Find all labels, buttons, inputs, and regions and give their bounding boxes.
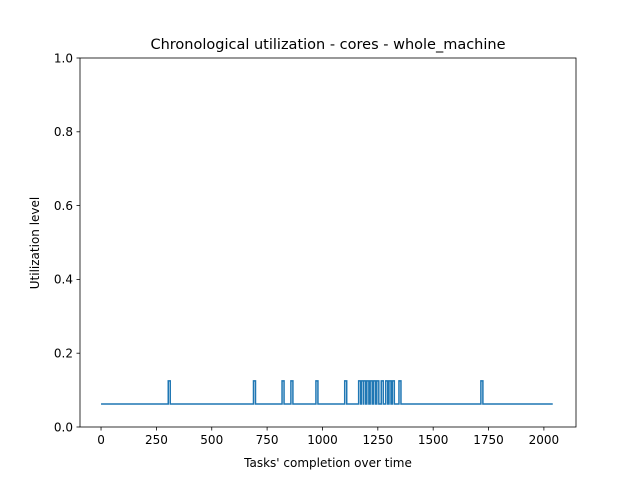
x-axis-label: Tasks' completion over time (243, 456, 412, 470)
x-tick-label: 2000 (529, 433, 560, 447)
axes-frame (79, 57, 577, 428)
y-tick-label: 1.0 (54, 51, 73, 65)
chart-title: Chronological utilization - cores - whol… (150, 37, 505, 53)
series-line-0 (101, 380, 553, 405)
plot-area: 0 250 500 750 1000 1250 1500 1750 2000 0.0 0.2 0.4 0… (54, 51, 577, 447)
x-tick-label: 1750 (473, 433, 504, 447)
x-tick-label: 0 (97, 433, 105, 447)
y-axis-label: Utilization level (28, 197, 42, 289)
x-tick-label: 750 (256, 433, 279, 447)
x-tick-label: 1500 (418, 433, 449, 447)
x-tick-label: 1250 (363, 433, 394, 447)
x-tick-label: 1000 (307, 433, 338, 447)
y-tick-label: 0.6 (54, 199, 73, 213)
y-tick-label: 0.2 (54, 347, 73, 361)
x-tick-label: 500 (200, 433, 223, 447)
y-tick-label: 0.0 (54, 420, 73, 434)
x-tick-label: 250 (145, 433, 168, 447)
y-tick-label: 0.8 (54, 125, 73, 139)
y-tick-label: 0.4 (54, 273, 73, 287)
